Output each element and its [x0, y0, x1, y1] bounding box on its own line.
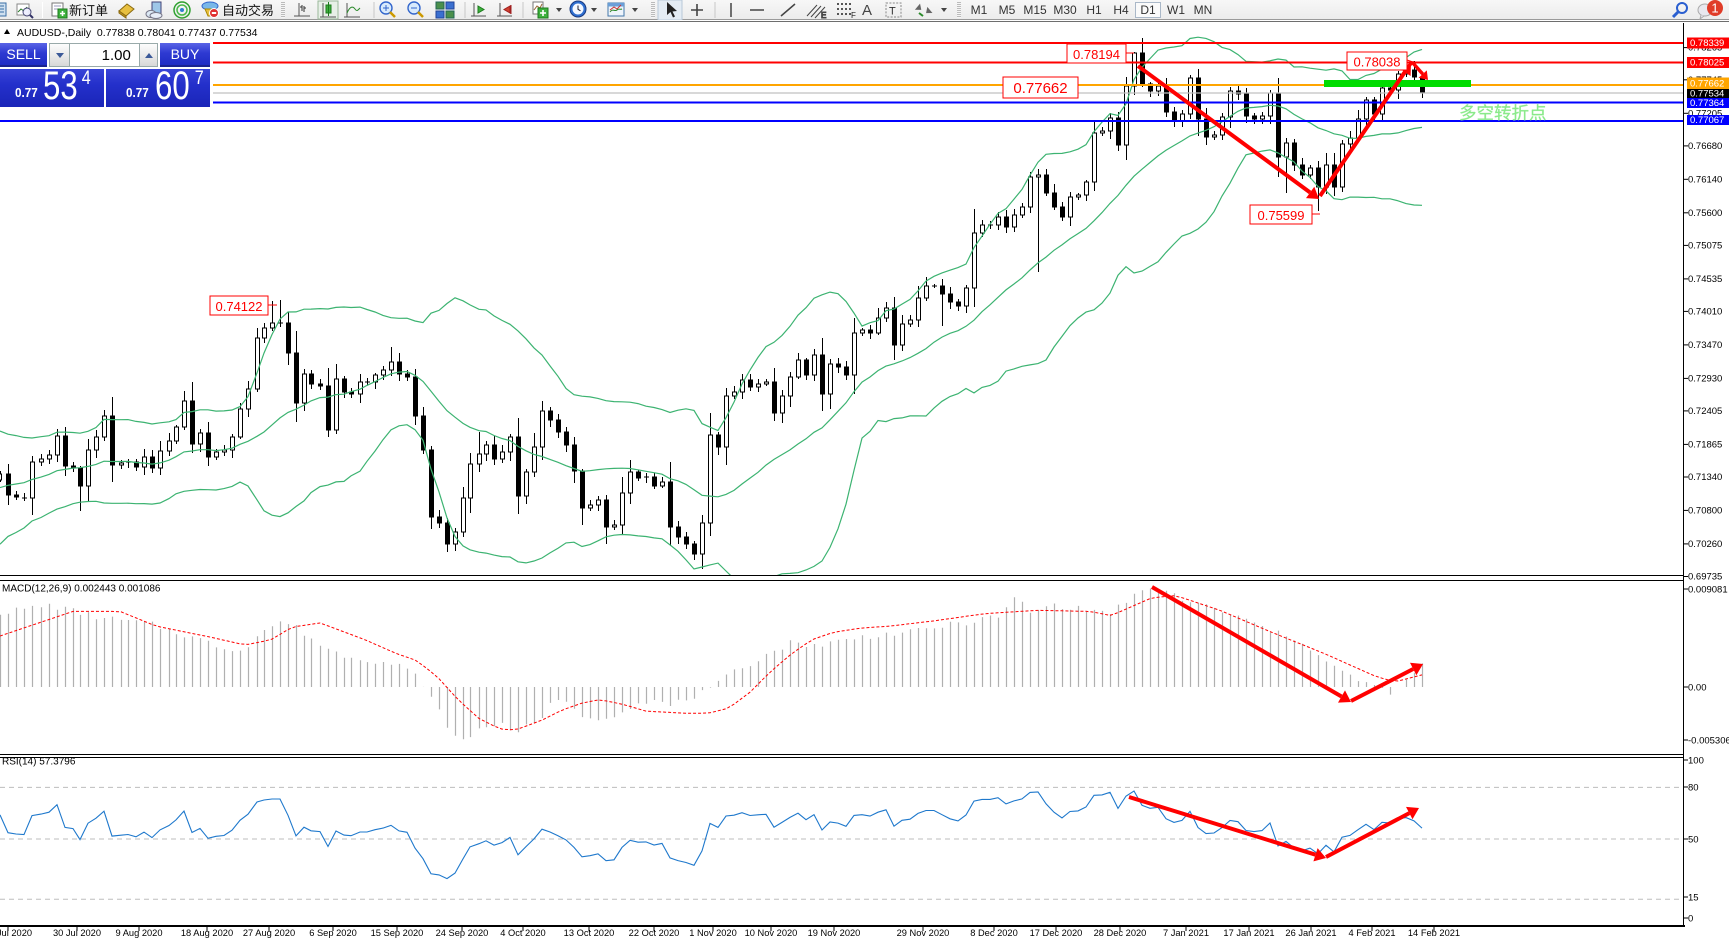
- svg-text:0: 0: [1688, 914, 1693, 925]
- svg-text:0.77364: 0.77364: [1690, 98, 1724, 109]
- svg-text:0.77067: 0.77067: [1690, 115, 1724, 126]
- svg-text:E: E: [821, 11, 826, 20]
- svg-text:0.69735: 0.69735: [1688, 572, 1722, 583]
- svg-text:15: 15: [1688, 893, 1699, 904]
- svg-text:0.74535: 0.74535: [1688, 274, 1722, 285]
- svg-text:0.77662: 0.77662: [1013, 80, 1067, 97]
- svg-text:30 Jul 2020: 30 Jul 2020: [53, 928, 101, 938]
- svg-text:9 Aug 2020: 9 Aug 2020: [115, 928, 162, 938]
- svg-text:0.76140: 0.76140: [1688, 174, 1722, 185]
- svg-text:24 Sep 2020: 24 Sep 2020: [436, 928, 489, 938]
- svg-text:6 Sep 2020: 6 Sep 2020: [309, 928, 357, 938]
- svg-text:0.75599: 0.75599: [1258, 208, 1305, 223]
- svg-text:80: 80: [1688, 783, 1699, 794]
- svg-text:4 Feb 2021: 4 Feb 2021: [1348, 928, 1395, 938]
- svg-text:13 Oct 2020: 13 Oct 2020: [564, 928, 615, 938]
- svg-text:28 Dec 2020: 28 Dec 2020: [1094, 928, 1147, 938]
- svg-text:22 Oct 2020: 22 Oct 2020: [629, 928, 680, 938]
- svg-text:19 Nov 2020: 19 Nov 2020: [808, 928, 861, 938]
- svg-text:T: T: [889, 6, 896, 18]
- svg-text:0.78025: 0.78025: [1690, 58, 1724, 69]
- svg-text:0.70800: 0.70800: [1688, 505, 1722, 516]
- svg-text:MACD(12,26,9) 0.002443 0.00108: MACD(12,26,9) 0.002443 0.001086: [2, 584, 161, 595]
- svg-text:0.75600: 0.75600: [1688, 208, 1722, 219]
- svg-text:18 Aug 2020: 18 Aug 2020: [181, 928, 233, 938]
- svg-text:0.72930: 0.72930: [1688, 373, 1722, 384]
- svg-text:22 Jul 2020: 22 Jul 2020: [0, 928, 32, 938]
- svg-text:15 Sep 2020: 15 Sep 2020: [371, 928, 424, 938]
- svg-text:0.72405: 0.72405: [1688, 406, 1722, 417]
- svg-text:0.77662: 0.77662: [1690, 78, 1724, 89]
- svg-text:4 Oct 2020: 4 Oct 2020: [500, 928, 545, 938]
- svg-text:0.77205: 0.77205: [1688, 108, 1722, 119]
- svg-text:27 Aug 2020: 27 Aug 2020: [243, 928, 295, 938]
- svg-text:0.76680: 0.76680: [1688, 141, 1722, 152]
- svg-text:0.70260: 0.70260: [1688, 539, 1722, 550]
- svg-text:0.74122: 0.74122: [216, 299, 263, 314]
- svg-text:0.74010: 0.74010: [1688, 306, 1722, 317]
- svg-text:8 Dec 2020: 8 Dec 2020: [970, 928, 1018, 938]
- svg-text:0.77534: 0.77534: [1690, 89, 1724, 100]
- svg-text:0.78038: 0.78038: [1354, 55, 1401, 70]
- svg-text:0.73470: 0.73470: [1688, 340, 1722, 351]
- svg-text:0.78339: 0.78339: [1690, 38, 1724, 49]
- svg-text:10 Nov 2020: 10 Nov 2020: [745, 928, 798, 938]
- svg-text:0.009081: 0.009081: [1688, 585, 1728, 596]
- svg-text:50: 50: [1688, 835, 1699, 846]
- svg-text:F: F: [851, 11, 856, 20]
- svg-text:0.71340: 0.71340: [1688, 472, 1722, 483]
- svg-text:0.00: 0.00: [1688, 683, 1707, 694]
- svg-text:100: 100: [1688, 756, 1704, 767]
- svg-text:29 Nov 2020: 29 Nov 2020: [897, 928, 950, 938]
- svg-text:0.71865: 0.71865: [1688, 439, 1722, 450]
- svg-text:1: 1: [1711, 1, 1718, 16]
- svg-text:A: A: [862, 2, 872, 19]
- svg-text:0.78194: 0.78194: [1073, 47, 1120, 62]
- svg-text:26 Jan 2021: 26 Jan 2021: [1285, 928, 1336, 938]
- svg-text:7 Jan 2021: 7 Jan 2021: [1163, 928, 1209, 938]
- svg-text:17 Dec 2020: 17 Dec 2020: [1030, 928, 1083, 938]
- svg-text:14 Feb 2021: 14 Feb 2021: [1408, 928, 1460, 938]
- svg-text:0.75075: 0.75075: [1688, 240, 1722, 251]
- svg-text:1 Nov 2020: 1 Nov 2020: [689, 928, 737, 938]
- svg-text:17 Jan 2021: 17 Jan 2021: [1223, 928, 1274, 938]
- svg-text:RSI(14) 57.3796: RSI(14) 57.3796: [2, 757, 76, 768]
- svg-text:-0.005306: -0.005306: [1688, 736, 1729, 747]
